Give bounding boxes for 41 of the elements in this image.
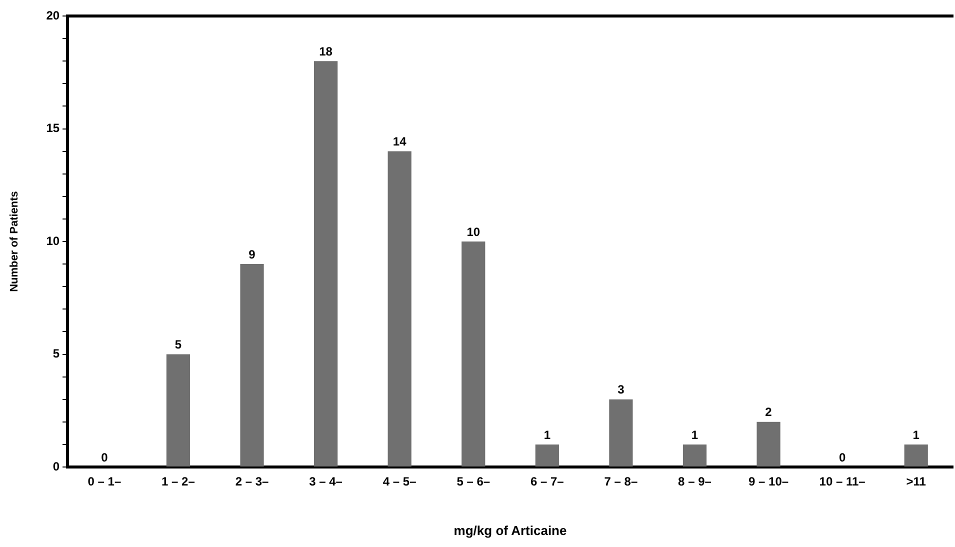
bar [314,61,338,466]
bar [535,444,559,466]
data-label: 2 [765,405,772,420]
data-label: 0 [838,450,846,464]
x-tick-label: 0 – 1– [88,474,122,489]
bar [609,399,633,466]
x-tick-label: >11 [906,474,926,489]
x-axis-title: mg/kg of Articaine [454,522,567,538]
data-label: 10 [466,224,480,239]
bar [904,444,928,466]
x-tick-label: 3 – 4– [309,474,343,489]
data-label: 1 [912,428,920,442]
data-label: 9 [248,247,256,262]
y-tick-label: 5 [52,346,60,361]
bar [388,151,412,466]
x-tick-label: 2 – 3– [235,474,270,489]
x-tick-label: 10 – 11– [819,474,866,489]
data-label: 1 [544,428,551,442]
bar [166,354,190,466]
y-tick-label: 10 [46,234,60,248]
bar [240,264,264,466]
x-tick-label: 7 – 8– [604,474,638,489]
x-tick-label: 5 – 6– [456,474,490,489]
bar [756,422,780,466]
data-label: 3 [618,382,625,397]
bar [462,242,486,466]
x-tick-label: 1 – 2– [162,474,196,489]
bar [682,444,707,466]
x-tick-label: 9 – 10– [748,474,789,489]
y-axis-title: Number of Patients [8,191,21,292]
y-tick-label: 0 [52,459,60,474]
data-label: 5 [174,338,182,352]
data-label: 18 [319,44,333,58]
x-tick-label: 4 – 5– [382,474,417,489]
x-tick-label: 8 – 9– [678,474,712,489]
data-label: 0 [101,450,108,464]
data-label: 1 [691,428,698,442]
x-tick-label: 6 – 7– [530,474,564,489]
y-tick-label: 15 [46,121,60,136]
data-label: 14 [392,134,407,149]
y-tick-label: 20 [46,8,60,22]
